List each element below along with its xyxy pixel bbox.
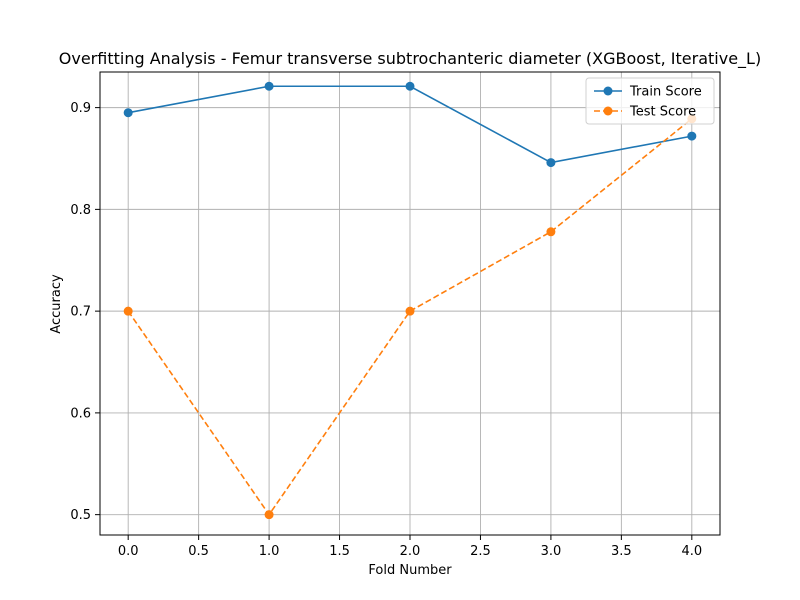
x-axis-title: Fold Number: [368, 563, 452, 578]
y-axis-title: Accuracy: [49, 274, 64, 334]
x-tick-label: 2.5: [470, 544, 491, 559]
legend-test-score-marker: [603, 106, 613, 116]
test-score-point: [123, 306, 133, 316]
series-layer: [123, 81, 697, 520]
ticks: 0.0 0.5 1.0 1.5 2.0 2.5 3.0 3.5 4.0 0.5 0.6 0.7 0.8 0…: [70, 101, 702, 559]
train-score-point: [546, 158, 556, 168]
test-score-point: [264, 510, 274, 520]
legend: Train Score Test Score: [585, 77, 715, 125]
test-score-point: [405, 306, 415, 316]
train-score-point: [405, 81, 415, 91]
x-tick-label: 3.5: [611, 544, 632, 559]
x-tick-label: 1.0: [259, 544, 280, 559]
legend-test-score-label: Test Score: [629, 105, 696, 120]
test-score-point: [546, 227, 556, 237]
train-score-point: [264, 81, 274, 91]
y-tick-label: 0.7: [70, 305, 91, 320]
y-tick-label: 0.8: [70, 203, 91, 218]
x-tick-label: 3.0: [541, 544, 562, 559]
legend-train-score-marker: [603, 86, 613, 96]
x-tick-label: 4.0: [681, 544, 702, 559]
train-score-point: [123, 108, 133, 118]
y-tick-label: 0.9: [70, 101, 91, 116]
legend-train-score-label: Train Score: [629, 85, 702, 100]
x-tick-label: 0.5: [188, 544, 209, 559]
y-tick-label: 0.6: [70, 406, 91, 421]
x-tick-label: 0.0: [118, 544, 139, 559]
x-tick-label: 1.5: [329, 544, 350, 559]
chart-title: Overfitting Analysis - Femur transverse …: [59, 49, 761, 69]
train-score-point: [687, 131, 697, 141]
y-tick-label: 0.5: [70, 508, 91, 523]
x-tick-label: 2.0: [400, 544, 421, 559]
legend-box: [585, 77, 715, 125]
